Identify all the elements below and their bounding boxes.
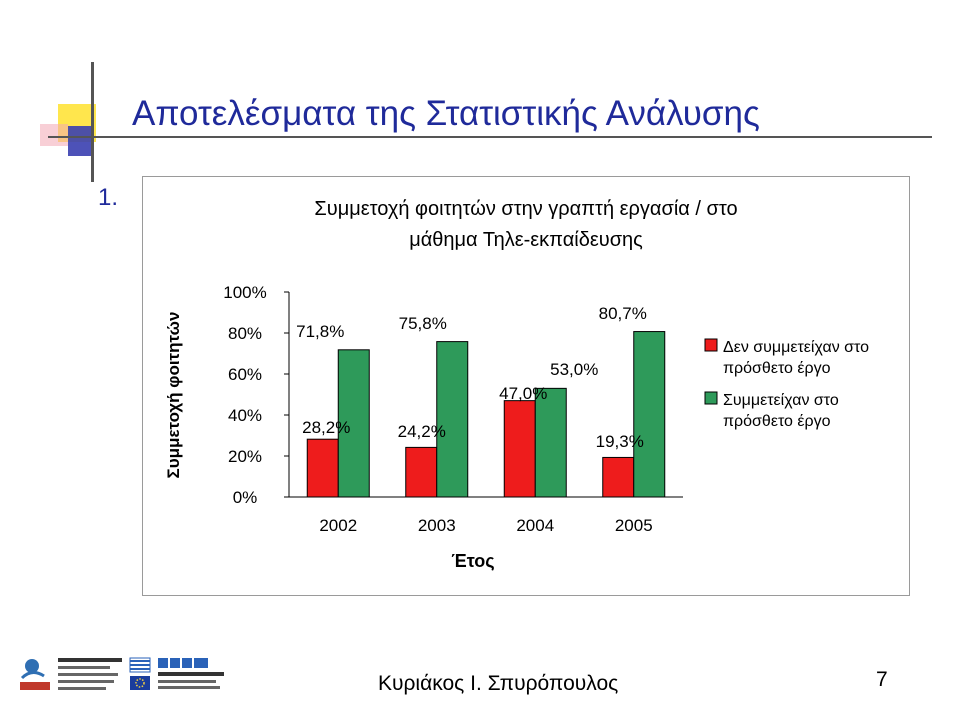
y-axis-title: Συμμετοχή φοιτητών: [164, 312, 183, 479]
bar-series1-2005: [602, 456, 635, 498]
data-label-series2-2004: 53,0%: [550, 360, 598, 379]
bar-series1-2003: [405, 446, 438, 498]
bar-series2-2002: [337, 349, 370, 498]
chart-title-line: Συμμετοχή φοιτητών στην γραπτή εργασία /…: [314, 198, 737, 220]
bar-series2-2004: [534, 387, 567, 498]
x-tick-label: 2004: [516, 516, 554, 535]
legend-label-series2: Συμμετείχαν στο: [723, 392, 839, 409]
chart-title-line: μάθημα Τηλε-εκπαίδευσης: [409, 229, 643, 251]
footer-author: Κυριάκος Ι. Σπυρόπουλος: [378, 672, 619, 695]
x-axis-title: Έτος: [451, 551, 494, 571]
legend-swatch-series1: [704, 338, 718, 352]
decor-horizontal-line: [48, 136, 932, 138]
legend-label-series1: Δεν συμμετείχαν στο: [723, 339, 869, 356]
page-number: 7: [876, 668, 888, 691]
y-tick-label: 20%: [228, 447, 262, 466]
bar-series2-2003: [436, 341, 469, 498]
x-tick-label: 2002: [319, 516, 357, 535]
y-tick-label: 0%: [233, 488, 258, 507]
data-label-series1-2004: 47,0%: [499, 384, 547, 403]
decor-blue-square: [68, 126, 92, 156]
data-label-series2-2005: 80,7%: [599, 304, 647, 323]
data-label-series2-2002: 71,8%: [296, 322, 344, 341]
legend-label-series1: πρόσθετο έργο: [723, 360, 831, 377]
list-number: 1.: [98, 184, 119, 211]
logo-strip-icon: [20, 657, 224, 690]
slide-title: Αποτελέσματα της Στατιστικής Ανάλυσης: [132, 94, 760, 133]
y-tick-label: 40%: [228, 406, 262, 425]
bar-series2-2005: [633, 331, 666, 498]
data-label-series2-2003: 75,8%: [399, 314, 447, 333]
data-label-series1-2002: 28,2%: [302, 418, 350, 437]
y-tick-label: 100%: [223, 283, 266, 302]
x-tick-label: 2005: [615, 516, 653, 535]
legend-swatch-series2: [704, 391, 718, 405]
chart-frame: Συμμετοχή φοιτητών στην γραπτή εργασία /…: [142, 176, 910, 596]
bar-series1-2002: [306, 438, 339, 498]
x-tick-label: 2003: [418, 516, 456, 535]
decor-vertical-line: [91, 62, 94, 182]
bar-series1-2004: [503, 400, 536, 498]
legend-label-series2: πρόσθετο έργο: [723, 413, 831, 430]
chart-svg: Συμμετοχή φοιτητών στην γραπτή εργασία /…: [164, 198, 869, 571]
decor-light-square: [40, 124, 68, 146]
footer-logos: [18, 654, 228, 699]
y-tick-label: 80%: [228, 324, 262, 343]
y-tick-label: 60%: [228, 365, 262, 384]
data-label-series1-2005: 19,3%: [596, 432, 644, 451]
data-label-series1-2003: 24,2%: [398, 422, 446, 441]
